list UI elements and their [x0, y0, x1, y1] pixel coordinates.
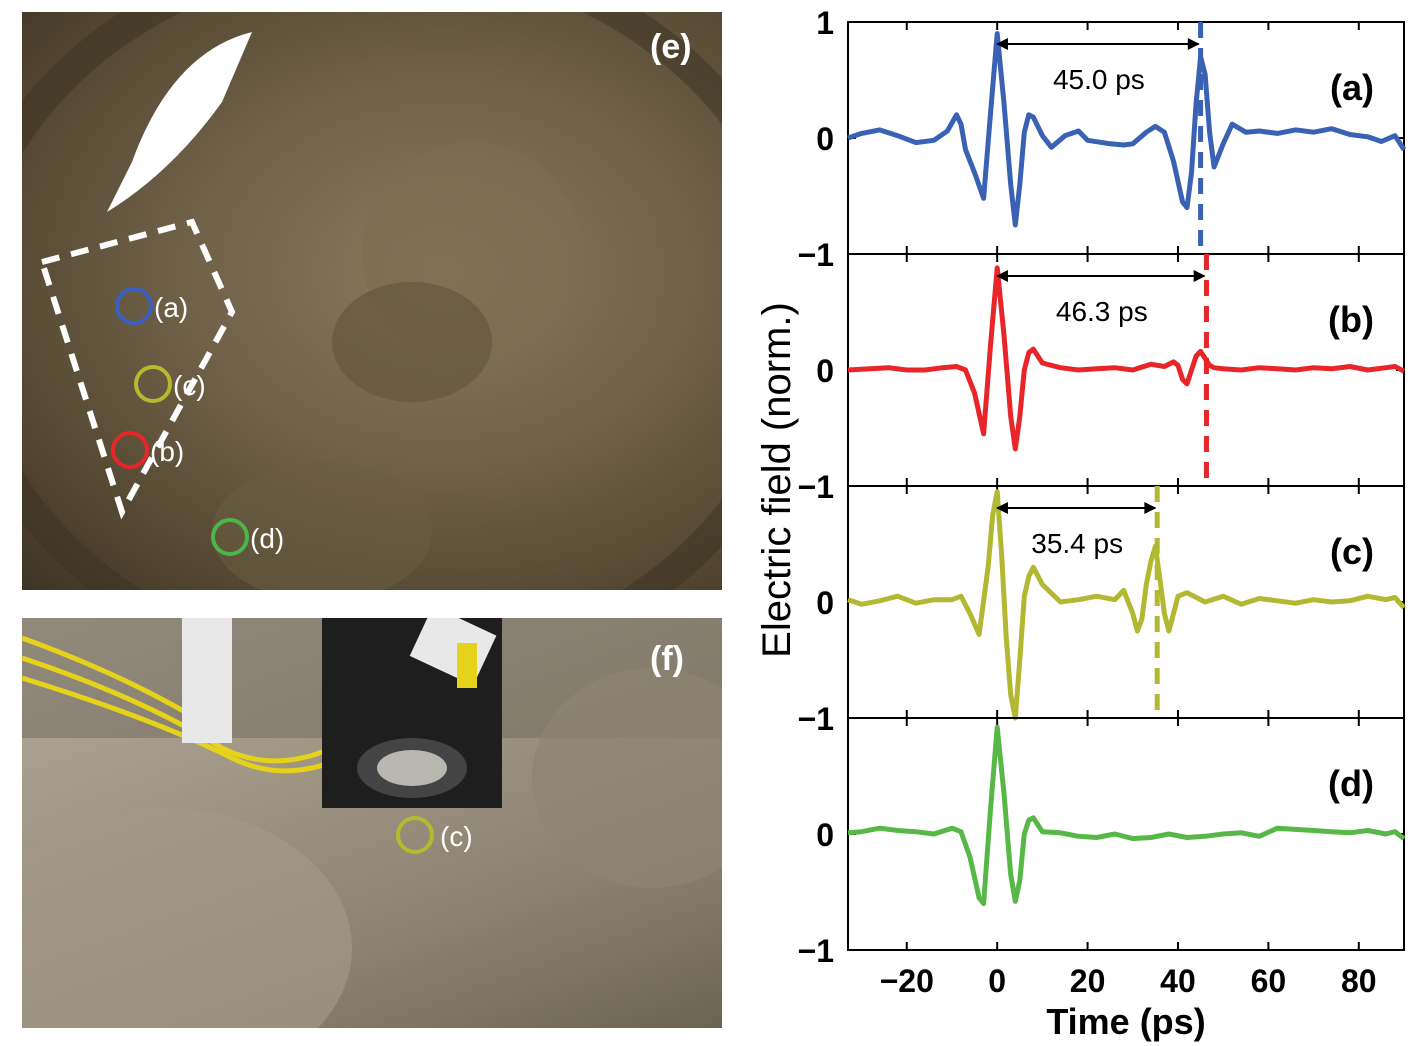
photo-e: (e) (a) (c) (b) (d) [22, 12, 722, 590]
x-axis-label: Time (ps) [1046, 1001, 1205, 1042]
interval-label-1: 46.3 ps [1056, 296, 1148, 327]
y-axis-label: Electric field (norm.) [755, 302, 799, 658]
y-tick-label-0-0: −1 [798, 237, 834, 273]
panel-label-1: (b) [1328, 299, 1374, 340]
dashed-region [38, 218, 236, 520]
series-line-2 [847, 489, 1406, 721]
y-tick-label-3-0: −1 [798, 933, 834, 969]
spot-label-d: (d) [250, 523, 285, 554]
y-tick-label-2-0: −1 [798, 701, 834, 737]
spot-c-marker-f [396, 816, 434, 854]
tape-strip [182, 618, 232, 743]
y-tick-label-1-0: −1 [798, 469, 834, 505]
y-tick-label-3-1: 0 [816, 817, 834, 853]
x-tick-label-3: 40 [1160, 963, 1196, 999]
y-tick-label-2-1: 0 [816, 585, 834, 621]
spot-label-b: (b) [150, 436, 185, 467]
spot-d-marker [211, 518, 249, 556]
spot-b-marker [111, 431, 149, 469]
interval-label-0: 45.0 ps [1053, 64, 1145, 95]
photo-f-art [22, 618, 722, 1028]
hole-region [107, 32, 252, 212]
x-tick-label-1: 0 [988, 963, 1006, 999]
y-tick-label-0-1: 0 [816, 121, 834, 157]
y-tick-label-1-1: 0 [816, 353, 834, 389]
panel-label-e: (e) [650, 28, 692, 66]
y-tick-label-0-2: 1 [816, 5, 834, 41]
series-line-3 [847, 724, 1406, 907]
panel-frame-0 [847, 21, 1405, 255]
photo-f: (f) (c) [22, 618, 722, 1028]
panel-label-2: (c) [1330, 531, 1374, 572]
x-tick-label-2: 20 [1070, 963, 1106, 999]
x-tick-label-0: −20 [880, 963, 934, 999]
panel-label-0: (a) [1330, 67, 1374, 108]
x-tick-label-5: 80 [1341, 963, 1377, 999]
series-line-1 [847, 265, 1406, 452]
panel-label-3: (d) [1328, 763, 1374, 804]
photo-e-art [22, 12, 722, 590]
panel-label-f: (f) [650, 640, 684, 678]
interval-label-2: 35.4 ps [1031, 528, 1123, 559]
spot-c-marker [134, 365, 172, 403]
series-line-0 [847, 31, 1407, 228]
x-tick-label-4: 60 [1251, 963, 1287, 999]
spot-label-f-c: (c) [440, 821, 473, 852]
spot-label-a: (a) [154, 292, 189, 323]
spot-a-marker [115, 287, 153, 325]
spot-label-c: (c) [173, 370, 206, 401]
